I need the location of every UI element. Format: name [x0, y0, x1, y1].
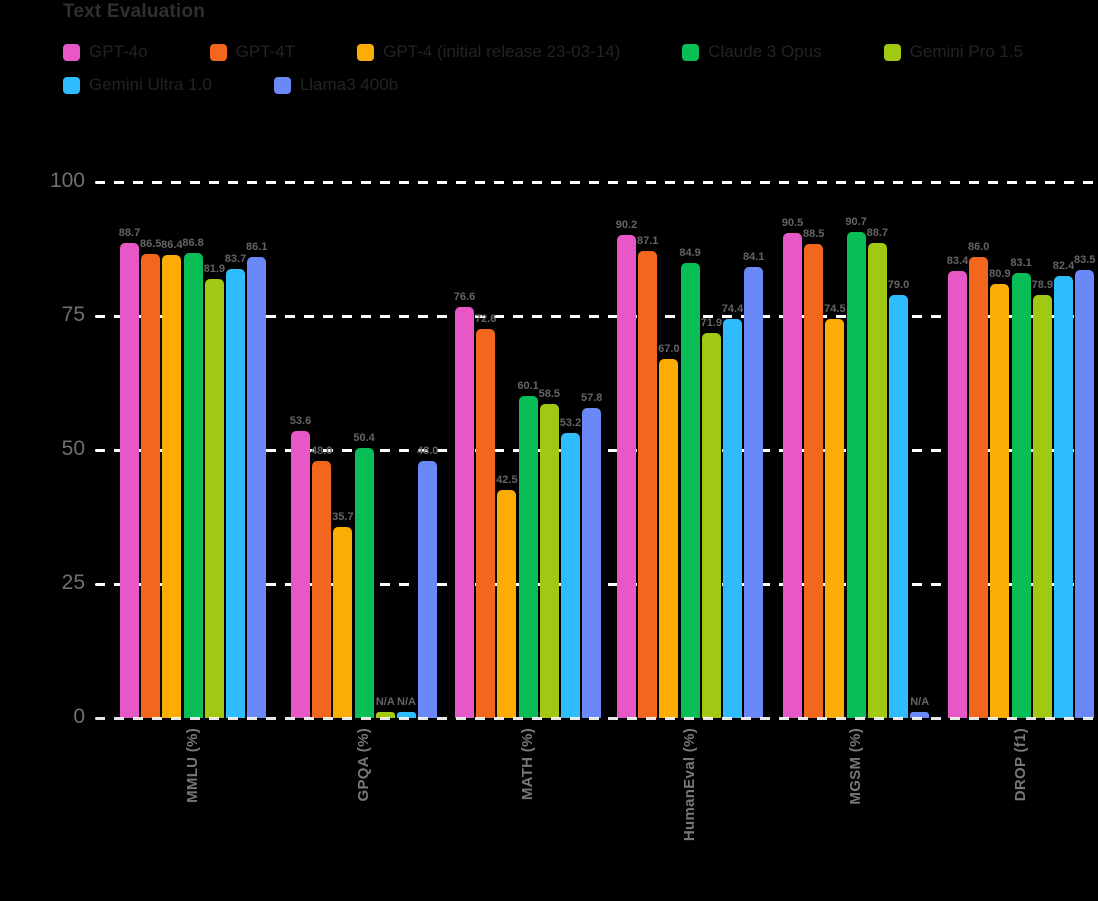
legend-item: Gemini Pro 1.5 — [883, 42, 1024, 62]
y-axis-tick-label: 100 — [49, 169, 85, 192]
gridline-y75 — [95, 314, 1098, 318]
bar-value-label: 84.9 — [679, 246, 701, 259]
legend-swatch-icon — [883, 43, 901, 61]
bar — [948, 270, 967, 718]
bar-value-label: 86.8 — [182, 236, 204, 249]
bar — [1075, 270, 1095, 718]
bar-value-label: 86.0 — [967, 241, 990, 254]
y-axis-tick-label: 75 — [61, 303, 85, 326]
bar-value-label: 60.1 — [517, 379, 539, 392]
bar-value-label: 86.1 — [245, 240, 268, 253]
bar — [455, 307, 474, 718]
bar — [744, 267, 764, 718]
y-axis-tick-label: 50 — [61, 437, 85, 460]
bar — [120, 242, 139, 718]
bar — [804, 243, 824, 718]
bar — [418, 460, 438, 718]
bar — [1032, 295, 1052, 718]
bar — [889, 294, 908, 718]
bar — [375, 712, 395, 718]
legend-item: Claude 3 Opus — [682, 42, 822, 62]
bar — [969, 257, 989, 718]
x-axis-category-label: GPQA (%) — [355, 728, 373, 802]
x-axis-category-label: MGSM (%) — [847, 728, 865, 805]
bar — [659, 358, 679, 718]
bar — [561, 432, 580, 718]
bar — [247, 256, 267, 718]
bar — [867, 242, 887, 718]
bar — [990, 284, 1010, 718]
bar — [723, 319, 742, 718]
legend-item: Gemini Ultra 1.0 — [63, 75, 212, 95]
legend-swatch-icon — [209, 43, 227, 61]
bar — [638, 251, 658, 718]
bar — [397, 712, 416, 718]
legend-label: GPT-4 (initial release 23-03-14) — [383, 42, 621, 61]
bar — [539, 404, 559, 718]
bar — [162, 254, 182, 718]
bar — [1054, 276, 1073, 718]
bar — [1011, 272, 1031, 718]
legend-item: Llama3 400b — [273, 75, 399, 95]
legend-swatch-icon — [273, 76, 291, 94]
bar-value-label: 90.2 — [615, 218, 638, 231]
bar — [476, 328, 496, 718]
bar-value-label: 53.6 — [289, 414, 312, 427]
bar-value-label: 50.4 — [353, 431, 375, 444]
bar — [497, 490, 517, 718]
legend-label: Claude 3 Opus — [708, 42, 822, 61]
legend-swatch-icon — [357, 43, 375, 61]
gridline-y0 — [95, 716, 1098, 720]
chart-legend: GPT-4o GPT-4T GPT-4 (initial release 23-03… — [63, 42, 1083, 95]
bar-value-label: 86.4 — [161, 238, 183, 251]
bar — [518, 395, 538, 718]
bar-value-label: 90.5 — [781, 216, 804, 229]
bar — [582, 408, 602, 718]
bar — [312, 460, 332, 718]
legend-swatch-icon — [63, 43, 80, 61]
y-axis-tick-label: 25 — [61, 571, 85, 594]
legend-label: Gemini Pro 1.5 — [909, 42, 1024, 61]
bar — [204, 279, 224, 718]
bar — [783, 232, 802, 718]
bar — [701, 332, 721, 718]
bar — [291, 430, 310, 718]
legend-label: Gemini Ultra 1.0 — [89, 75, 212, 94]
legend-item: GPT-4 (initial release 23-03-14) — [357, 42, 620, 62]
bar-value-label: 84.1 — [742, 251, 765, 264]
bar — [141, 254, 161, 718]
legend-label: GPT-4T — [235, 42, 296, 61]
legend-item: GPT-4T — [209, 42, 296, 62]
bar — [825, 318, 845, 718]
legend-item: GPT-4o — [63, 42, 148, 62]
bar — [183, 252, 203, 718]
x-axis-category-label: MMLU (%) — [184, 728, 202, 803]
legend-swatch-icon — [682, 43, 700, 61]
bar — [680, 262, 700, 718]
bar-value-label: 88.7 — [118, 226, 141, 239]
x-axis-category-label: HumanEval (%) — [681, 728, 699, 842]
bar-value-label: 83.1 — [1010, 256, 1032, 269]
chart-title: Text Evaluation — [63, 1, 206, 22]
gridline-y100 — [95, 180, 1098, 184]
legend-swatch-icon — [63, 76, 80, 94]
y-axis-tick-label: 0 — [73, 705, 85, 728]
legend-label: GPT-4o — [89, 42, 148, 61]
bar — [226, 269, 245, 718]
bar — [354, 447, 374, 718]
x-axis-category-label: MATH (%) — [519, 728, 537, 801]
bar — [846, 231, 866, 718]
x-axis-category-label: DROP (f1) — [1012, 728, 1030, 802]
bar-value-label: 90.7 — [845, 215, 867, 228]
bar — [333, 526, 353, 718]
bar-value-label: 83.5 — [1073, 254, 1096, 267]
bar-value-label: 57.8 — [580, 392, 603, 405]
legend-label: Llama3 400b — [299, 75, 399, 94]
bar — [910, 712, 930, 718]
bar-value-label: 76.6 — [453, 291, 476, 304]
bar — [617, 234, 636, 718]
